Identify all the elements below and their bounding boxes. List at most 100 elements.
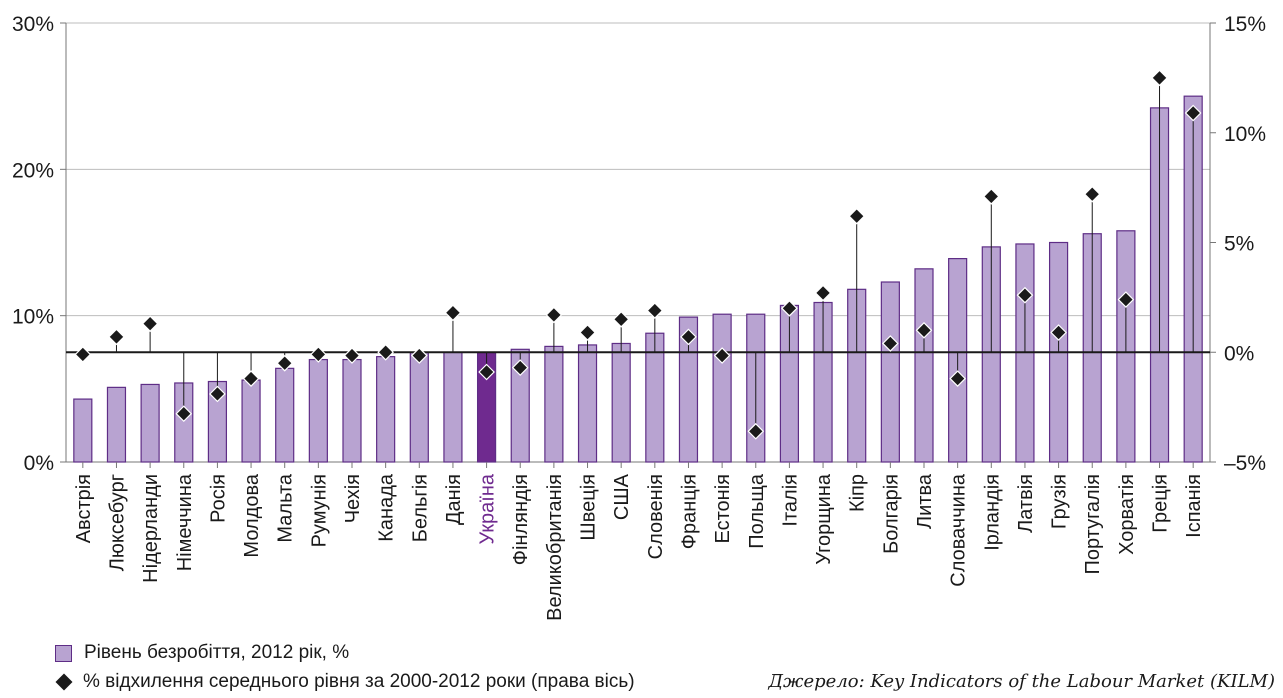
deviation-marker — [646, 302, 664, 319]
deviation-marker — [1050, 324, 1067, 341]
bar — [376, 356, 396, 463]
category-label: Словаччина — [948, 473, 970, 587]
bar — [342, 358, 362, 463]
deviation-marker — [511, 359, 529, 376]
deviation-marker — [579, 324, 596, 341]
category-label: Мальта — [275, 473, 297, 542]
category-label: Молдова — [241, 473, 263, 557]
legend-diamond-icon — [55, 673, 73, 691]
bar — [443, 351, 463, 463]
category-label: Болгарія — [880, 474, 902, 554]
category-label: Німеччина — [174, 473, 196, 571]
bar — [880, 281, 900, 463]
deviation-marker — [747, 422, 765, 440]
y-left-tick-label: 20% — [12, 159, 54, 182]
category-label: Португалія — [1082, 474, 1104, 575]
y-right-tick-label: 0% — [1224, 342, 1254, 365]
legend-markers: % відхилення середнього рівня за 2000-20… — [55, 671, 635, 693]
deviation-marker — [814, 284, 832, 302]
category-label: Литва — [914, 473, 936, 529]
deviation-marker — [276, 354, 294, 372]
deviation-marker — [1117, 291, 1135, 308]
category-label: Чехія — [342, 474, 364, 523]
category-label: Румунія — [308, 474, 330, 547]
deviation-marker — [781, 300, 798, 317]
deviation-marker — [882, 335, 899, 352]
bar — [140, 383, 160, 463]
deviation-marker — [377, 343, 394, 361]
category-label: Бельгія — [409, 474, 431, 542]
deviation-marker — [982, 188, 1000, 205]
deviation-marker — [74, 346, 92, 363]
bar — [712, 313, 732, 463]
category-label: Хорватія — [1116, 474, 1138, 555]
category-label: Великобританія — [544, 474, 566, 621]
category-label: Україна — [477, 473, 499, 544]
category-label: Італія — [779, 474, 801, 527]
category-label: Ірландія — [981, 474, 1003, 551]
category-label: Франція — [678, 474, 700, 549]
bar — [106, 386, 127, 463]
deviation-marker — [713, 347, 731, 364]
category-label: Латвія — [1015, 474, 1037, 533]
category-label: Грузія — [1049, 474, 1071, 529]
bar — [308, 358, 328, 463]
deviation-marker — [410, 347, 428, 364]
deviation-marker — [478, 363, 495, 381]
bar — [241, 379, 261, 463]
deviation-marker — [1151, 69, 1168, 87]
bar — [409, 351, 429, 463]
deviation-marker — [242, 370, 260, 387]
y-right-tick-label: 10% — [1224, 123, 1266, 146]
category-label: Іспанія — [1183, 474, 1205, 538]
deviation-marker — [141, 315, 159, 333]
bar — [577, 344, 598, 463]
deviation-marker — [343, 347, 361, 364]
y-right-tick-label: 15% — [1224, 13, 1266, 36]
deviation-marker — [680, 328, 697, 346]
category-label: Фінляндія — [510, 474, 532, 565]
deviation-marker — [1083, 185, 1101, 203]
bar — [73, 398, 93, 463]
legend-bar-label: Рівень безробіття, 2012 рік, % — [84, 642, 350, 663]
category-label: Нідерланди — [140, 474, 162, 583]
category-label: Польща — [746, 473, 768, 549]
source-note: Джерело: Key Indicators of the Labour Ma… — [768, 671, 1275, 692]
legend-bar-swatch — [55, 644, 72, 662]
bar — [544, 345, 564, 463]
deviation-marker — [612, 310, 630, 328]
category-label: Кіпр — [847, 474, 869, 512]
bar — [275, 367, 295, 463]
deviation-marker — [1184, 104, 1202, 122]
deviation-marker — [949, 370, 966, 387]
deviation-marker — [175, 405, 193, 423]
deviation-marker — [444, 304, 462, 322]
category-label: Данія — [443, 474, 465, 525]
category-label: Люксебург — [106, 474, 128, 571]
category-label: США — [611, 473, 633, 520]
category-label: Швеція — [578, 474, 600, 541]
y-left-tick-label: 10% — [12, 306, 54, 329]
bar — [611, 342, 631, 463]
legend-bars: Рівень безробіття, 2012 рік, % — [55, 642, 349, 664]
chart: 0% 10% 20% 30% –5% 0% 5% 10% 15% Австрія Люксебург… — [12, 13, 1266, 621]
y-left-tick-label: 30% — [12, 13, 54, 36]
category-label: Австрія — [73, 474, 95, 543]
category-label: Словенія — [645, 474, 667, 559]
y-left-tick-label: 0% — [24, 452, 54, 475]
category-label: Канада — [376, 473, 398, 542]
deviation-marker — [848, 207, 866, 225]
category-label: Греція — [1150, 474, 1172, 533]
deviation-marker — [915, 321, 933, 339]
deviation-marker — [545, 306, 563, 324]
deviation-marker — [209, 385, 226, 403]
legend-marker-label: % відхилення середнього рівня за 2000-20… — [83, 671, 635, 692]
bar — [914, 268, 934, 463]
category-label: Угорщина — [813, 473, 835, 565]
deviation-marker — [108, 328, 125, 346]
category-label: Естонія — [712, 474, 734, 544]
deviation-marker — [310, 346, 327, 363]
y-right-tick-label: –5% — [1224, 452, 1266, 475]
deviation-marker — [1016, 286, 1034, 304]
y-right-tick-label: 5% — [1224, 233, 1254, 256]
